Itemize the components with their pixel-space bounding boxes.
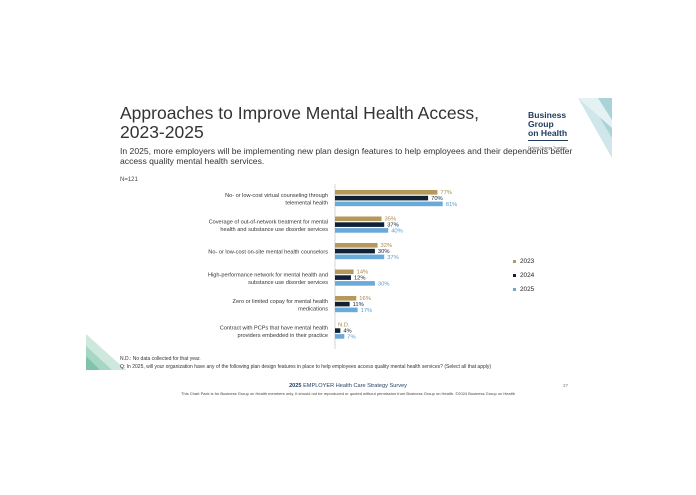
bar-chart: No- or low-cost virtual counseling throu… (208, 184, 458, 349)
category-label: Contract with PCPs that have mental heal… (220, 326, 328, 339)
category-label-line: No- or low-cost on-site mental health co… (208, 250, 328, 256)
bar-2023 (335, 243, 378, 248)
bar-2025 (335, 228, 389, 233)
bar-2025 (335, 281, 375, 286)
category-label-line: substance use disorder services (248, 280, 328, 286)
data-label-2025: 37% (387, 255, 399, 261)
category-label: Coverage of out-of-network treatment for… (209, 220, 329, 233)
data-label-2023: 77% (440, 190, 452, 196)
bar-2025 (335, 307, 358, 313)
sample-size: N=121 (120, 177, 138, 183)
data-label-2025: 7% (347, 334, 355, 340)
category-label-line: telemental health (285, 200, 328, 206)
logo-tagline: Driving Change Together (528, 146, 567, 150)
data-label-2025: 40% (391, 228, 403, 234)
data-label-2025: 30% (378, 281, 390, 287)
legend-swatch-2023 (513, 259, 516, 263)
category-label: Zero or limited copay for mental health m… (233, 299, 329, 312)
category-label-line: High-performance network for mental heal… (208, 273, 328, 279)
data-label-2024: 70% (431, 196, 443, 202)
category-label: No- or low-cost on-site mental health co… (208, 250, 328, 256)
legend-swatch-2024 (513, 273, 516, 277)
corner-decoration-bottom-left (86, 334, 126, 370)
bar-2025 (335, 201, 443, 207)
data-label-2025: 81% (446, 202, 458, 208)
data-label-2024: 12% (354, 276, 366, 282)
footnote-no-data: N.D.: No data collected for that year. (120, 356, 201, 362)
data-label-2024: 4% (343, 329, 351, 335)
bar-2024 (335, 195, 429, 201)
category-label: High-performance network for mental heal… (208, 273, 328, 286)
survey-name: 2025 EMPLOYER Health Care Strategy Surve… (0, 383, 696, 389)
category-label-line: medications (298, 306, 328, 312)
data-label-2024: 30% (378, 249, 390, 255)
legend-item-2023: 2023 (513, 254, 534, 268)
page-subtitle: In 2025, more employers will be implemen… (120, 146, 573, 166)
category-label-line: health and substance use disorder servic… (220, 227, 328, 233)
legend-swatch-2025 (513, 287, 516, 291)
bar-2023 (335, 216, 382, 222)
bar-2024 (335, 248, 375, 254)
category-label-line: Coverage of out-of-network treatment for… (209, 220, 328, 226)
footnote-question: Q: In 2025, will your organization have … (120, 364, 492, 370)
legend-item-2025: 2025 (513, 282, 534, 296)
category-label-line: Zero or limited copay for mental health (233, 299, 328, 305)
data-label-2025: 17% (361, 308, 373, 314)
survey-title: EMPLOYER Health Care Strategy Survey (303, 383, 407, 389)
category-label: No- or low-cost virtual counseling throu… (225, 193, 328, 206)
legend-label-2023: 2023 (520, 257, 535, 265)
category-label-line: Contract with PCPs that have mental heal… (220, 326, 328, 332)
category-label-line: No- or low-cost virtual counseling throu… (225, 193, 328, 199)
bar-2023 (335, 296, 357, 301)
logo-line-1: Business Group (528, 110, 567, 129)
category-label-line: providers embedded in their practice (238, 333, 328, 339)
data-label-2023: N.D. (338, 323, 350, 329)
data-label-2024: 37% (387, 223, 399, 229)
bar-2024 (335, 328, 341, 333)
bar-2025 (335, 334, 345, 339)
bar-2024 (335, 222, 385, 227)
bar-2025 (335, 254, 385, 260)
logo-rule (528, 140, 568, 141)
corner-decoration-top-right (578, 98, 612, 158)
bar-2023 (335, 190, 438, 195)
data-label-2023: 16% (359, 296, 371, 302)
data-label-2023: 32% (381, 243, 393, 249)
data-label-2023: 35% (385, 217, 397, 223)
disclaimer: This Chart Pack is for Business Group on… (181, 391, 515, 396)
legend-label-2024: 2024 (520, 271, 535, 279)
legend-label-2025: 2025 (520, 285, 535, 293)
data-label-2024: 11% (353, 302, 364, 308)
page-title: Approaches to Improve Mental Health Acce… (120, 103, 479, 142)
chart-legend: 2023 2024 2025 (513, 254, 534, 296)
data-label-2023: 14% (357, 270, 369, 276)
business-group-logo: Business Group on Health Driving Change … (528, 111, 584, 153)
bar-2024 (335, 275, 351, 280)
survey-year: 2025 (289, 383, 302, 389)
logo-line-2: on Health (528, 128, 568, 138)
bar-2023 (335, 269, 354, 275)
page-number: 27 (563, 383, 569, 388)
legend-item-2024: 2024 (513, 268, 534, 282)
bar-2024 (335, 301, 350, 307)
